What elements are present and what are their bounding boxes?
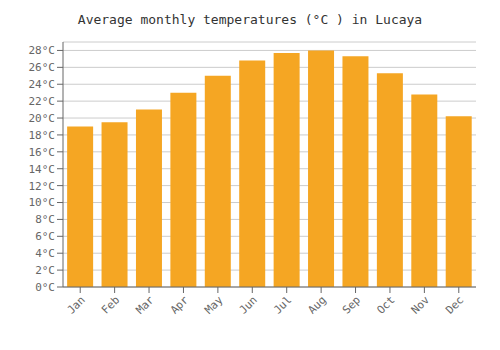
svg-text:Jul: Jul xyxy=(271,293,294,316)
svg-text:Mar: Mar xyxy=(133,293,157,317)
svg-text:Jun: Jun xyxy=(237,293,260,316)
svg-text:6°C: 6°C xyxy=(35,230,55,243)
svg-text:Jan: Jan xyxy=(65,293,88,316)
svg-text:0°C: 0°C xyxy=(35,281,55,294)
svg-text:4°C: 4°C xyxy=(35,247,55,260)
html-text:Average monthly temperatures (: Average monthly temperatures (°C ) in Lu… xyxy=(77,12,423,27)
svg-text:Nov: Nov xyxy=(409,293,433,317)
svg-text:10°C: 10°C xyxy=(29,196,56,209)
svg-text:20°C: 20°C xyxy=(29,112,56,125)
svg-text:Dec: Dec xyxy=(443,293,466,316)
svg-text:12°C: 12°C xyxy=(29,180,56,193)
svg-text:2°C: 2°C xyxy=(35,264,55,277)
svg-text:Oct: Oct xyxy=(374,293,397,316)
svg-text:Feb: Feb xyxy=(99,293,122,316)
svg-text:18°C: 18°C xyxy=(29,129,56,142)
svg-text:28°C: 28°C xyxy=(29,44,56,57)
svg-text:Apr: Apr xyxy=(168,293,192,317)
svg-text:14°C: 14°C xyxy=(29,163,56,176)
svg-text:26°C: 26°C xyxy=(29,61,56,74)
svg-text:8°C: 8°C xyxy=(35,213,55,226)
svg-text:16°C: 16°C xyxy=(29,146,56,159)
svg-text:22°C: 22°C xyxy=(29,95,56,108)
svg-text:Sep: Sep xyxy=(340,293,363,316)
svg-text:May: May xyxy=(202,293,226,317)
svg-text:Aug: Aug xyxy=(306,293,329,316)
svg-text:24°C: 24°C xyxy=(29,78,56,91)
